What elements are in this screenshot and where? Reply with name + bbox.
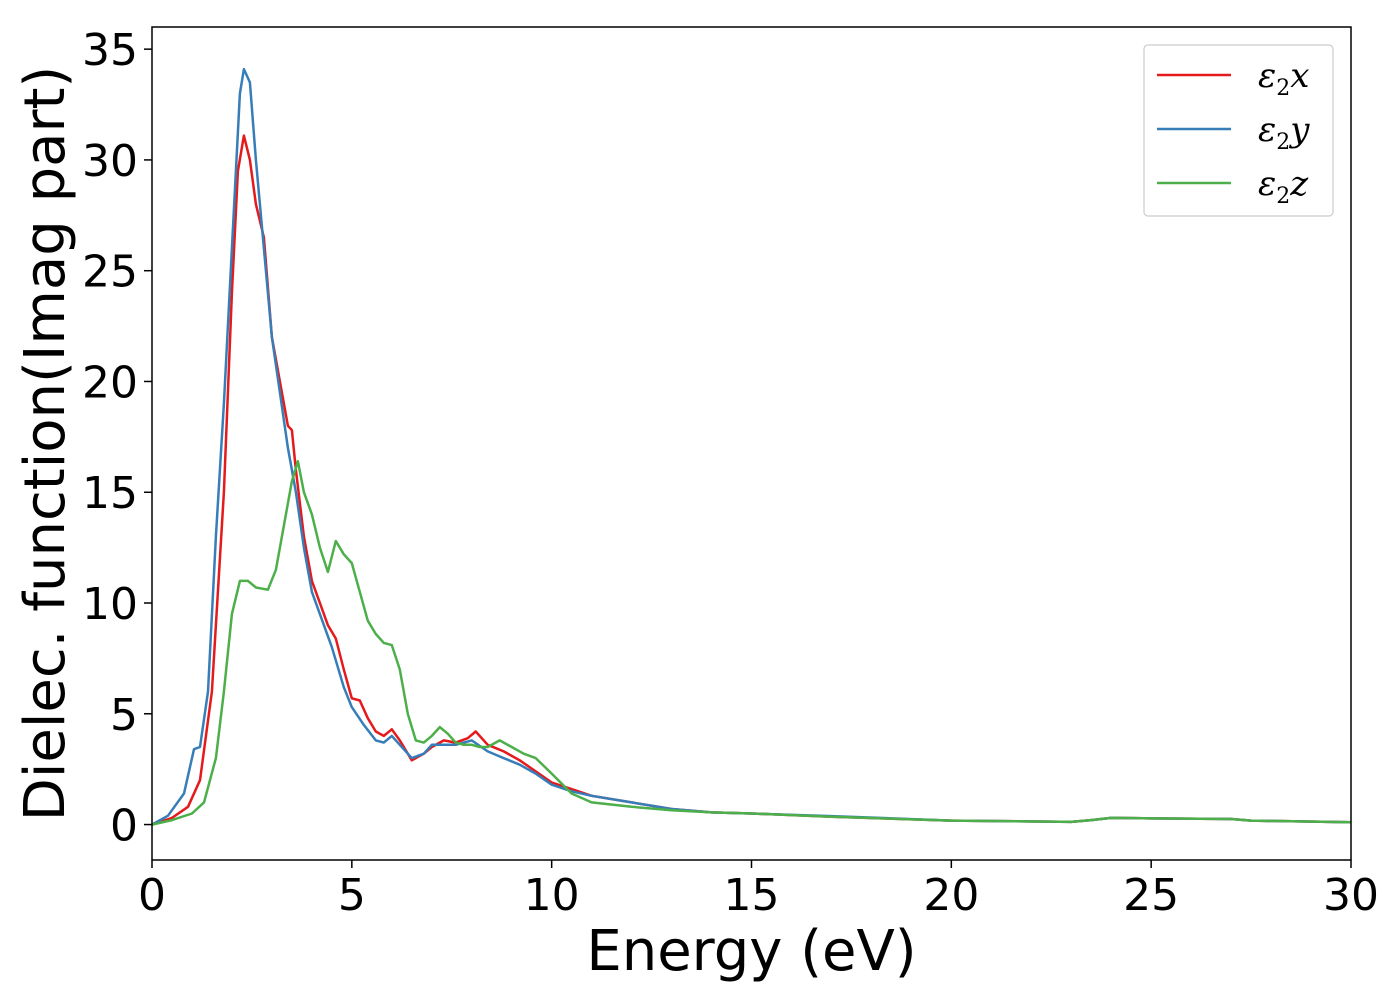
x-tick-label: 15: [724, 870, 780, 921]
legend-symbol: ε: [1258, 110, 1276, 150]
legend-component: z: [1289, 164, 1309, 204]
y-tick-label: 35: [82, 25, 138, 76]
x-tick-label: 25: [1123, 870, 1179, 921]
x-tick-label: 20: [923, 870, 979, 921]
series-line-z: [151, 459, 1352, 826]
series-layer: [151, 67, 1352, 826]
x-axis-label: Energy (eV): [586, 919, 916, 984]
y-tick-label: 15: [82, 468, 138, 519]
legend-box: [1143, 44, 1334, 217]
x-tick-label: 10: [524, 870, 580, 921]
y-axis-label: Dielec. function(Imag part): [13, 66, 78, 822]
legend-component: y: [1288, 110, 1310, 150]
x-tick-label: 5: [338, 870, 366, 921]
y-axis-ticks: 0 5 10 15 20 25 30 35: [82, 25, 152, 852]
y-tick-label: 30: [82, 136, 138, 187]
legend-entry-y: ε2y: [1258, 110, 1310, 155]
y-tick-label: 25: [82, 247, 138, 298]
legend-entry-z: ε2z: [1258, 164, 1309, 209]
y-tick-label: 10: [82, 579, 138, 630]
legend-symbol: ε: [1258, 56, 1276, 96]
x-tick-label: 0: [138, 870, 166, 921]
y-tick-label: 5: [110, 690, 138, 741]
legend-entry-x: ε2x: [1258, 56, 1309, 101]
legend-subscript: 2: [1276, 130, 1290, 155]
x-axis-ticks: 0 5 10 15 20 25 30: [138, 860, 1379, 921]
y-tick-label: 0: [110, 801, 138, 852]
legend-subscript: 2: [1276, 184, 1290, 209]
legend-subscript: 2: [1276, 76, 1290, 101]
legend-symbol: ε: [1258, 164, 1276, 204]
legend-component: x: [1290, 56, 1309, 96]
x-tick-label: 30: [1323, 870, 1379, 921]
y-tick-label: 20: [82, 357, 138, 408]
